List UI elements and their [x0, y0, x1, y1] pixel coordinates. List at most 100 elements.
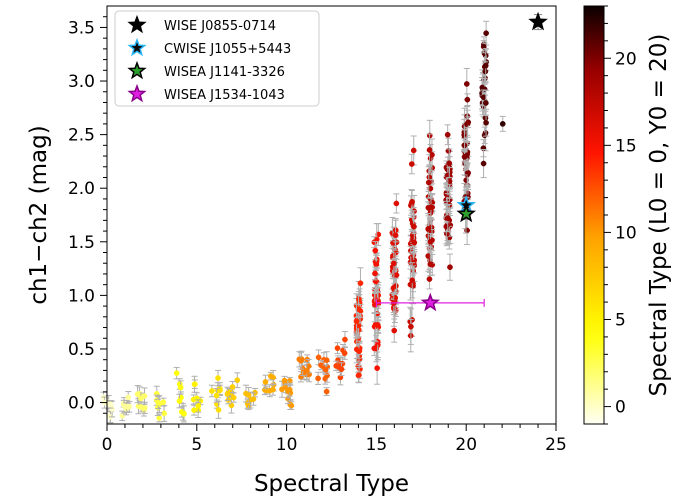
point-marker [444, 230, 450, 237]
data-point [160, 397, 167, 407]
colorbar-tick-label: 5 [615, 311, 626, 331]
data-point [393, 258, 400, 292]
data-point [215, 400, 222, 419]
point-marker [245, 392, 252, 398]
point-marker [374, 322, 381, 328]
point-marker [342, 336, 348, 343]
plot-frame [106, 5, 557, 425]
point-marker [262, 379, 269, 385]
point-marker [410, 234, 417, 240]
y-tick-label: 0.5 [68, 340, 95, 360]
point-marker [215, 375, 221, 381]
data-point [266, 384, 273, 398]
point-marker [372, 270, 378, 277]
legend-entry-label: CWISE J1055+5443 [164, 42, 291, 57]
x-tick-label: 5 [191, 435, 202, 455]
highlighted-objects [375, 11, 548, 312]
data-point [409, 189, 416, 214]
data-point [125, 391, 132, 404]
legend-marker [127, 60, 147, 80]
data-point [333, 360, 340, 372]
highlight-wisea-j1534-1043 [375, 292, 485, 312]
colorbar: 0 5 10 15 20 [583, 5, 637, 425]
point-marker [141, 393, 148, 399]
data-point [134, 385, 141, 404]
data-point [407, 308, 414, 345]
data-point [177, 380, 184, 395]
data-point [322, 364, 329, 375]
data-point [499, 115, 506, 132]
colorbar-tick-label: 0 [615, 398, 626, 418]
data-point [428, 138, 435, 172]
data-point [465, 116, 472, 129]
point-marker [209, 388, 215, 394]
point-marker [425, 179, 432, 186]
point-marker [444, 131, 451, 138]
data-point [250, 392, 257, 406]
point-marker [480, 160, 487, 167]
data-point [407, 268, 414, 301]
point-marker [426, 147, 433, 153]
point-marker [429, 151, 435, 158]
point-marker [356, 372, 362, 378]
data-point [426, 133, 433, 167]
y-tick-label: 3.0 [68, 72, 95, 92]
y-axis-label: ch1−ch2 (mag) [26, 125, 52, 304]
point-marker [303, 367, 310, 374]
point-marker [250, 396, 257, 402]
legend-marker [127, 14, 147, 34]
point-marker [334, 345, 341, 351]
data-point [224, 386, 231, 402]
point-marker [480, 43, 487, 50]
data-points [100, 20, 506, 424]
point-marker [126, 403, 133, 410]
legend-box [114, 10, 320, 107]
point-marker [160, 399, 167, 405]
point-marker [373, 261, 380, 268]
point-marker [230, 394, 237, 401]
point-marker [447, 264, 453, 271]
point-marker [234, 377, 241, 384]
data-point [390, 248, 397, 279]
point-marker [482, 62, 489, 69]
data-point [410, 135, 417, 166]
x-axis-label: Spectral Type [254, 471, 409, 497]
colorbar-tick-label: 15 [615, 136, 637, 156]
star-marker [456, 203, 476, 223]
point-marker [225, 397, 232, 403]
point-marker [411, 239, 418, 246]
point-marker [393, 200, 400, 207]
point-marker [181, 411, 187, 417]
data-point [323, 387, 330, 397]
point-marker [461, 154, 468, 160]
data-point [446, 253, 453, 281]
data-point [391, 318, 398, 343]
point-marker [391, 327, 398, 334]
y-tick-label: 1.0 [68, 286, 95, 306]
point-marker [411, 223, 417, 230]
point-marker [371, 239, 378, 246]
colorbar-bar [583, 5, 605, 425]
point-marker [177, 384, 184, 391]
data-point [208, 384, 215, 398]
point-marker [426, 174, 433, 181]
point-marker [444, 191, 450, 197]
data-point [374, 316, 381, 334]
point-marker [286, 386, 293, 393]
point-marker [323, 388, 330, 395]
point-marker [229, 384, 236, 390]
point-marker [134, 391, 141, 397]
data-point [480, 149, 487, 179]
data-point [195, 399, 202, 413]
x-tick-label: 20 [455, 435, 477, 455]
legend: WISE J0855-0714 CWISE J1055+5443 WISEA J11… [114, 10, 320, 107]
data-point [341, 331, 348, 349]
point-marker [390, 260, 397, 267]
point-marker [499, 121, 506, 127]
point-marker [125, 394, 132, 401]
point-marker [267, 373, 274, 379]
data-point [408, 153, 415, 175]
point-marker [483, 100, 489, 106]
point-marker [338, 366, 345, 373]
data-point [426, 268, 433, 290]
